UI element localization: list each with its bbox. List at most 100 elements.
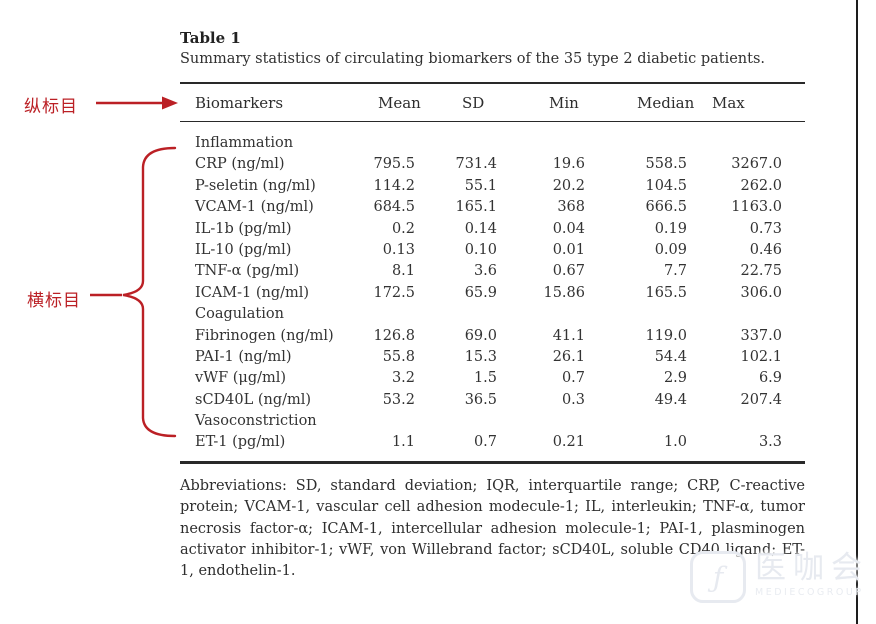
row-label: Fibrinogen (ng/ml)	[195, 327, 334, 344]
cell-value: 207.4	[740, 391, 782, 408]
cell-value: 0.73	[749, 220, 782, 237]
cell-value: 26.1	[552, 348, 585, 365]
cell-value: 0.01	[552, 241, 585, 258]
column-header-max: Max	[712, 93, 745, 112]
row-label: vWF (μg/ml)	[195, 370, 287, 387]
cell-value: 3.6	[473, 263, 497, 280]
column-header-median: Median	[637, 93, 695, 112]
table-row: VCAM-1 (ng/ml) 684.5 165.1 368 666.5 1163.0	[180, 197, 805, 218]
cell-value: 666.5	[645, 199, 687, 216]
cell-value: 0.04	[552, 220, 585, 237]
cell-value: 262.0	[740, 177, 782, 194]
arrow-right-icon	[96, 96, 178, 110]
cell-value: 0.13	[382, 241, 415, 258]
column-header-min: Min	[549, 93, 579, 112]
cell-value: 1.5	[473, 370, 497, 387]
table-bottom-rule	[180, 461, 805, 464]
cell-value: 104.5	[645, 177, 687, 194]
cell-value: 8.1	[391, 263, 415, 280]
row-label: Vasoconstriction	[195, 413, 317, 430]
annotation-drawings	[90, 96, 178, 438]
cell-value: 0.46	[749, 241, 782, 258]
row-label: P-seletin (ng/ml)	[195, 177, 316, 194]
cell-value: 0.09	[654, 241, 687, 258]
cell-value: 15.86	[543, 284, 585, 301]
row-label: TNF-α (pg/ml)	[195, 263, 300, 280]
row-label: Inflammation	[195, 135, 294, 151]
cell-value: 55.8	[382, 348, 415, 365]
cell-value: 684.5	[373, 199, 415, 216]
watermark: ƒ 医咖会 MEDIECOGROUP	[690, 551, 869, 603]
cell-value: 368	[557, 199, 585, 216]
cell-value: 119.0	[645, 327, 687, 344]
table-footnote: Abbreviations: SD, standard deviation; I…	[180, 478, 805, 580]
cell-value: 731.4	[455, 156, 497, 173]
cell-value: 0.21	[552, 434, 585, 451]
cell-value: 22.75	[740, 263, 782, 280]
cell-value: 0.3	[561, 391, 585, 408]
cell-value: 337.0	[740, 327, 782, 344]
row-label: IL-1b (pg/ml)	[195, 220, 292, 237]
cell-value: 15.3	[464, 348, 497, 365]
table-row: ICAM-1 (ng/ml) 172.5 65.9 15.86 165.5 306.0	[180, 283, 805, 304]
cell-value: 19.6	[552, 156, 585, 173]
row-label: IL-10 (pg/ml)	[195, 241, 292, 258]
cell-value: 49.4	[654, 391, 687, 408]
watermark-subtext: MEDIECOGROUP	[755, 587, 864, 598]
cell-value: 0.10	[464, 241, 497, 258]
column-heading-annotation: 纵标目	[24, 97, 78, 117]
cell-value: 0.67	[552, 263, 585, 280]
cell-value: 53.2	[382, 391, 415, 408]
table-body: Inflammation CRP (ng/ml) 795.5 731.4 19.6 558…	[180, 125, 805, 454]
cell-value: 114.2	[373, 177, 415, 194]
cell-value: 41.1	[552, 327, 585, 344]
cell-value: 65.9	[464, 284, 497, 301]
column-header-mean: Mean	[378, 93, 421, 112]
table-row: ET-1 (pg/ml) 1.1 0.7 0.21 1.0 3.3	[180, 432, 805, 453]
cell-value: 126.8	[373, 327, 415, 344]
cell-value: 1163.0	[731, 199, 782, 216]
page-border-line	[856, 0, 858, 624]
cell-value: 3267.0	[731, 156, 782, 173]
cell-value: 0.14	[464, 220, 497, 237]
cell-value: 3.3	[758, 434, 782, 451]
cell-value: 0.2	[391, 220, 415, 237]
cell-value: 0.7	[561, 370, 585, 387]
column-header-sd: SD	[462, 93, 485, 112]
row-label: ICAM-1 (ng/ml)	[195, 284, 310, 301]
cell-value: 69.0	[464, 327, 497, 344]
cell-value: 3.2	[391, 370, 415, 387]
row-heading-annotation: 横标目	[27, 291, 81, 311]
table-row: P-seletin (ng/ml) 114.2 55.1 20.2 104.5 262.0	[180, 176, 805, 197]
cell-value: 7.7	[663, 263, 687, 280]
table-row: PAI-1 (ng/ml) 55.8 15.3 26.1 54.4 102.1	[180, 347, 805, 368]
row-label: PAI-1 (ng/ml)	[195, 348, 292, 365]
table-row: vWF (μg/ml) 3.2 1.5 0.7 2.9 6.9	[180, 368, 805, 389]
watermark-logo-icon: ƒ	[690, 551, 746, 603]
table-row: sCD40L (ng/ml) 53.2 36.5 0.3 49.4 207.4	[180, 390, 805, 411]
brace-icon	[90, 146, 177, 438]
cell-value: 54.4	[654, 348, 687, 365]
cell-value: 102.1	[740, 348, 782, 365]
column-header-biomarkers: Biomarkers	[195, 93, 284, 112]
table-row: Fibrinogen (ng/ml) 126.8 69.0 41.1 119.0 337.…	[180, 326, 805, 347]
table-row: IL-10 (pg/ml) 0.13 0.10 0.01 0.09 0.46	[180, 240, 805, 261]
cell-value: 795.5	[373, 156, 415, 173]
cell-value: 306.0	[740, 284, 782, 301]
row-label: Coagulation	[195, 306, 284, 323]
row-label: CRP (ng/ml)	[195, 156, 285, 173]
table-caption: Summary statistics of circulating biomar…	[180, 51, 766, 67]
table-group-row: Coagulation	[180, 304, 805, 325]
cell-value: 172.5	[373, 284, 415, 301]
cell-value: 558.5	[645, 156, 687, 173]
table-title: Table 1	[180, 29, 241, 47]
column-header-row: Biomarkers Mean SD Min Median Max	[180, 82, 805, 122]
table-group-row: Inflammation	[180, 133, 805, 154]
table-row: IL-1b (pg/ml) 0.2 0.14 0.04 0.19 0.73	[180, 219, 805, 240]
cell-value: 0.7	[473, 434, 497, 451]
cell-value: 1.1	[391, 434, 415, 451]
cell-value: 55.1	[464, 177, 497, 194]
cell-value: 165.5	[645, 284, 687, 301]
table-row: TNF-α (pg/ml) 8.1 3.6 0.67 7.7 22.75	[180, 261, 805, 282]
